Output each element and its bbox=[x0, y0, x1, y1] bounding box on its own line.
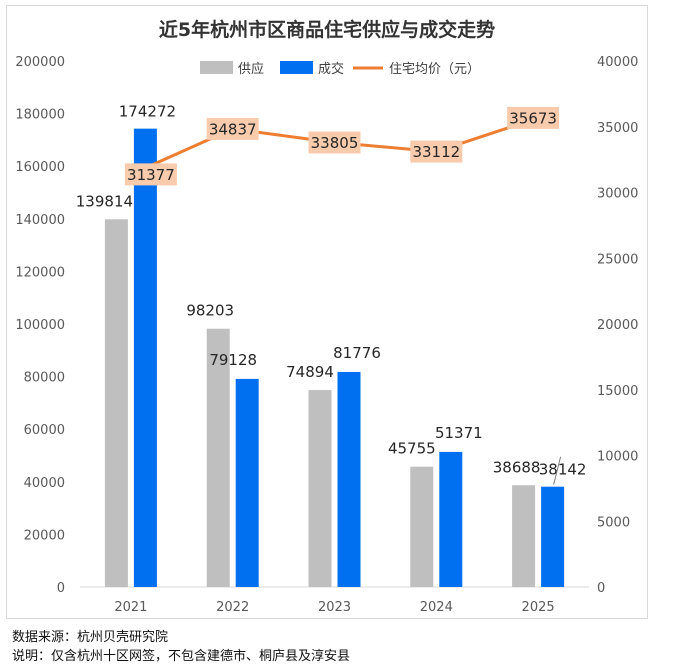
sales-bar bbox=[439, 451, 463, 587]
left-tick-label: 0 bbox=[57, 581, 65, 596]
legend-supply-swatch bbox=[200, 61, 233, 74]
left-tick-label: 140000 bbox=[15, 213, 65, 228]
supply-bar-label: 45755 bbox=[388, 440, 436, 458]
left-tick-label: 40000 bbox=[24, 476, 65, 491]
left-tick-label: 200000 bbox=[15, 55, 65, 70]
left-tick-label: 20000 bbox=[24, 528, 65, 543]
x-tick-label: 2023 bbox=[318, 600, 351, 615]
supply-bar bbox=[104, 219, 128, 587]
right-tick-label: 0 bbox=[597, 581, 605, 596]
supply-bar-label: 98203 bbox=[186, 302, 234, 320]
price-label: 33805 bbox=[311, 134, 359, 152]
source-note: 数据来源：杭州贝壳研究院 bbox=[12, 630, 169, 645]
price-label: 33112 bbox=[412, 143, 460, 161]
legend-price-label: 住宅均价（元） bbox=[389, 62, 480, 77]
right-tick-label: 15000 bbox=[597, 384, 638, 399]
price-label: 34837 bbox=[209, 120, 257, 138]
price-label-box bbox=[124, 163, 177, 186]
sales-bar bbox=[541, 486, 565, 587]
sales-bar bbox=[337, 371, 361, 587]
left-tick-label: 160000 bbox=[15, 160, 65, 175]
left-tick-label: 180000 bbox=[15, 108, 65, 123]
price-label: 31377 bbox=[127, 166, 175, 184]
x-tick-label: 2021 bbox=[114, 600, 147, 615]
right-tick-label: 40000 bbox=[597, 55, 638, 70]
price-label-box bbox=[410, 140, 463, 163]
supply-bar-label: 38688 bbox=[493, 458, 541, 476]
sales-bar bbox=[133, 128, 157, 587]
right-tick-label: 10000 bbox=[597, 450, 638, 465]
scope-note: 说明：仅含杭州十区网签，不包含建德市、桐庐县及淳安县 bbox=[12, 649, 351, 664]
supply-bar bbox=[308, 390, 332, 587]
sales-bar-label: 174272 bbox=[119, 103, 176, 121]
sales-bar-label: 38142 bbox=[539, 461, 587, 479]
chart-frame: 近5年杭州市区商品住宅供应与成交走势 0 20000 40000 60000 80000… bbox=[6, 5, 648, 619]
sales-bar-label: 79128 bbox=[209, 351, 257, 369]
price-label-box bbox=[507, 106, 560, 129]
right-tick-label: 25000 bbox=[597, 252, 638, 267]
supply-bar-label: 74894 bbox=[286, 363, 334, 381]
sales-bar bbox=[235, 378, 259, 587]
chart: 近5年杭州市区商品住宅供应与成交走势 0 20000 40000 60000 80000… bbox=[15, 18, 638, 615]
price-label: 35673 bbox=[509, 109, 557, 127]
left-tick-label: 60000 bbox=[24, 423, 65, 438]
supply-bar bbox=[206, 328, 230, 587]
right-tick-label: 35000 bbox=[597, 121, 638, 136]
supply-bar-label: 139814 bbox=[76, 192, 133, 210]
legend-supply-label: 供应 bbox=[238, 61, 264, 77]
chart-title: 近5年杭州市区商品住宅供应与成交走势 bbox=[159, 18, 495, 41]
sales-bar-label: 81776 bbox=[333, 344, 381, 362]
supply-bar bbox=[410, 466, 434, 587]
x-tick-label: 2024 bbox=[420, 600, 453, 615]
left-tick-label: 120000 bbox=[15, 265, 65, 280]
left-tick-label: 80000 bbox=[24, 371, 65, 386]
price-label-box bbox=[206, 117, 259, 140]
sales-bar-label: 51371 bbox=[435, 424, 483, 442]
supply-bar bbox=[512, 485, 536, 587]
price-label-box bbox=[308, 131, 361, 154]
leader-line bbox=[553, 456, 562, 485]
right-tick-label: 30000 bbox=[597, 187, 638, 202]
legend-sales-label: 成交 bbox=[318, 61, 344, 77]
x-tick-label: 2025 bbox=[522, 600, 555, 615]
legend-sales-swatch bbox=[280, 61, 313, 74]
x-tick-label: 2022 bbox=[216, 600, 249, 615]
left-tick-label: 100000 bbox=[15, 318, 65, 333]
right-tick-label: 5000 bbox=[597, 515, 630, 530]
right-tick-label: 20000 bbox=[597, 318, 638, 333]
